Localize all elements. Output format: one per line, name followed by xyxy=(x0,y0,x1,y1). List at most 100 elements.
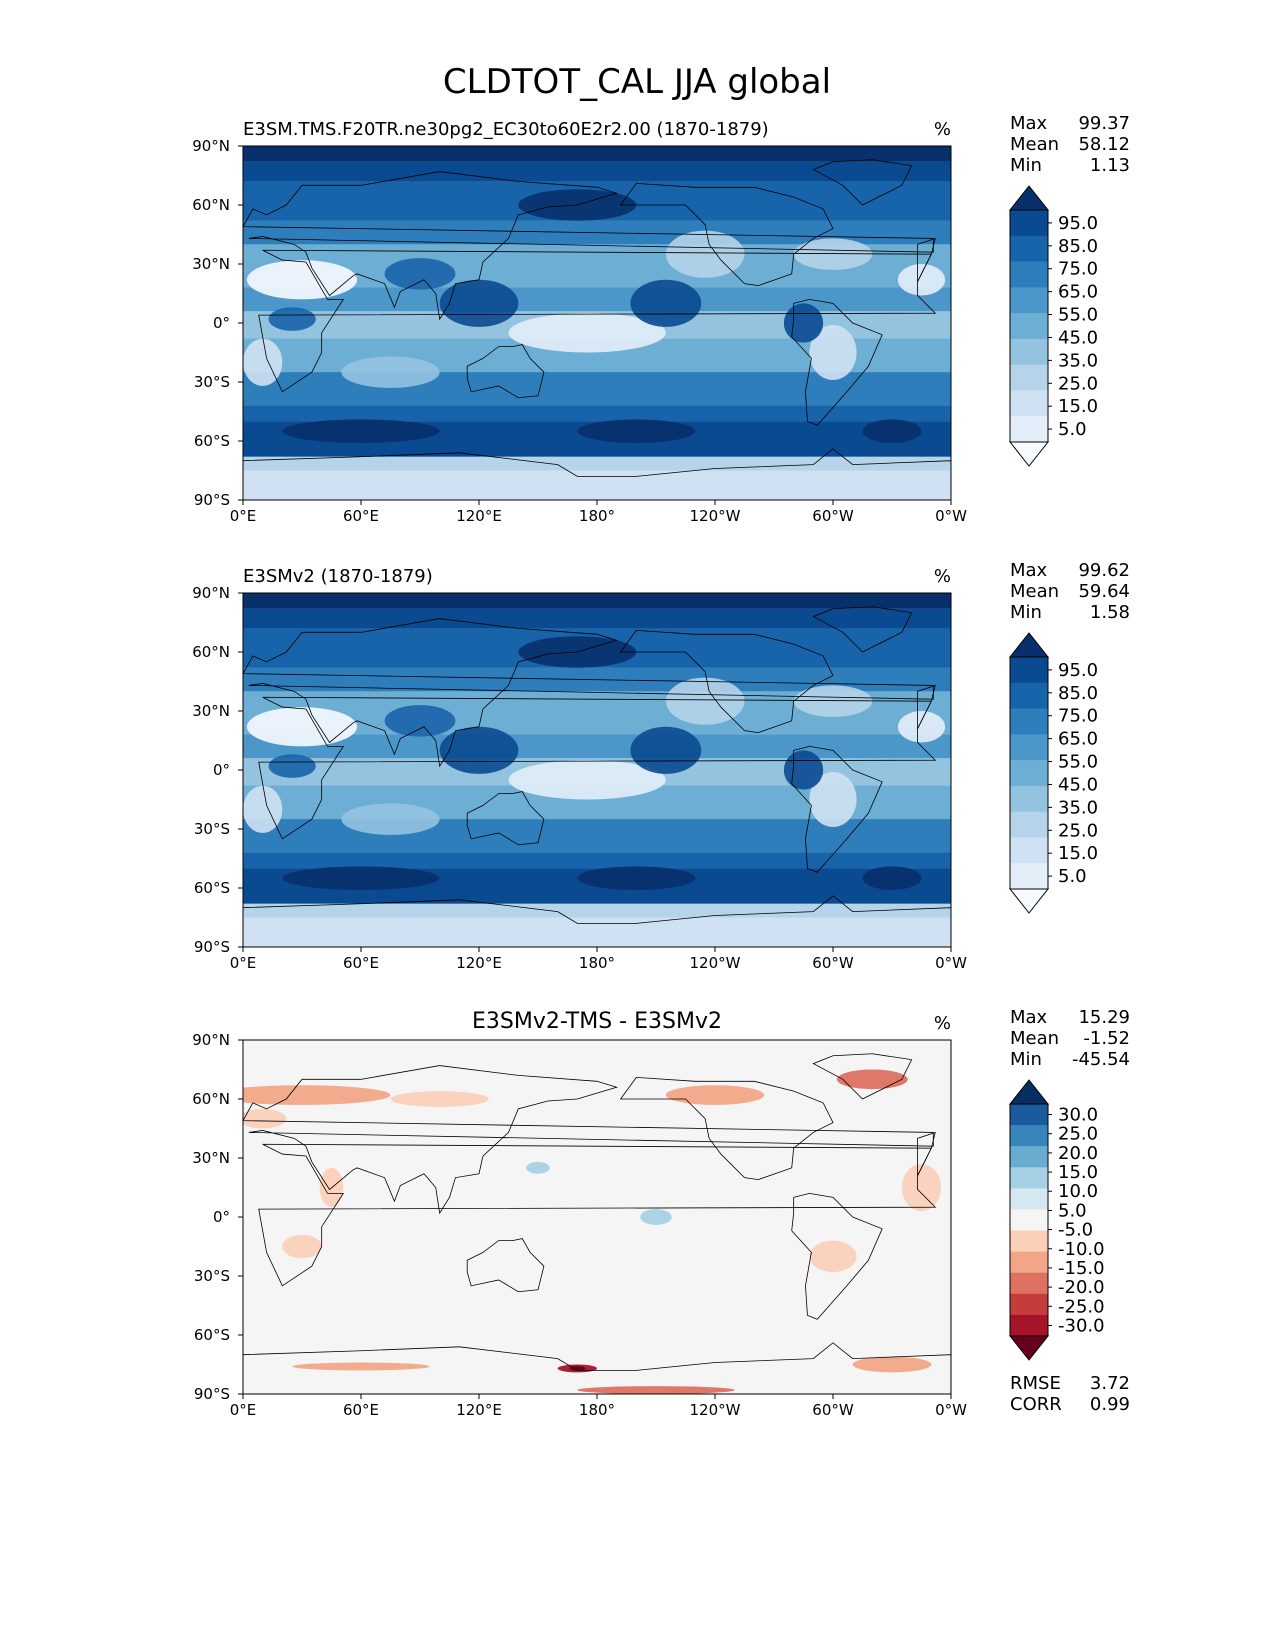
stat-value: -1.52 xyxy=(1083,1028,1130,1049)
colorbar-tick-label: 75.0 xyxy=(1058,259,1098,280)
map-panel-1: 0°E 60°E 120°E 180° 120°W 60°W 0°W 90°N 60°N 30°N… xyxy=(192,113,1130,525)
colorbar-tick-label: 25.0 xyxy=(1058,1124,1098,1145)
x-tick-label: 0°W xyxy=(935,954,967,972)
colorbar: 95.085.075.065.055.045.035.025.015.05.0 xyxy=(1008,632,1098,914)
y-tick-label: 30°S xyxy=(194,1267,230,1285)
stat-label: Max xyxy=(1010,1007,1048,1028)
colorbar-segment xyxy=(1010,1251,1048,1274)
stat-label: Mean xyxy=(1010,581,1059,602)
figure-title: CLDTOT_CAL JJA global xyxy=(443,62,831,102)
y-tick-label: 30°N xyxy=(192,1149,230,1167)
coastline xyxy=(466,791,545,846)
colorbar-tick-label: 5.0 xyxy=(1058,419,1087,440)
colorbar-segment xyxy=(1010,287,1048,314)
units-label: % xyxy=(934,566,951,587)
y-tick-label: 30°N xyxy=(192,702,230,720)
coastline xyxy=(466,1238,545,1293)
coastline xyxy=(812,159,913,206)
colorbar-segment xyxy=(1010,1314,1048,1337)
y-tick-label: 90°S xyxy=(194,938,230,956)
stat-value: 1.13 xyxy=(1090,155,1130,176)
stat-label: Mean xyxy=(1010,134,1059,155)
x-tick-label: 0°E xyxy=(230,954,257,972)
map-field xyxy=(243,1040,951,1394)
colorbar-tick-label: -20.0 xyxy=(1058,1277,1105,1298)
colorbar-tick-label: 65.0 xyxy=(1058,282,1098,303)
coastlines xyxy=(243,159,951,500)
metric-value: 3.72 xyxy=(1090,1373,1130,1394)
colorbar-tick-label: 55.0 xyxy=(1058,752,1098,773)
colorbar-tick-label: 25.0 xyxy=(1058,820,1098,841)
colorbar-tick-label: 15.0 xyxy=(1058,843,1098,864)
panel-title: E3SMv2-TMS - E3SMv2 xyxy=(472,1009,722,1034)
stat-value: 15.29 xyxy=(1078,1007,1130,1028)
colorbar-tick-label: 25.0 xyxy=(1058,373,1098,394)
coastline xyxy=(791,298,883,426)
colorbar-tick-label: 35.0 xyxy=(1058,350,1098,371)
colorbar-segment xyxy=(1010,390,1048,417)
y-tick-label: 0° xyxy=(213,314,230,332)
colorbar-segment xyxy=(1010,682,1048,710)
colorbar-tick-label: 95.0 xyxy=(1058,660,1098,681)
colorbar-segment xyxy=(1010,364,1048,391)
coastline xyxy=(619,1076,834,1181)
coastline xyxy=(812,1053,913,1100)
coastline xyxy=(619,629,834,734)
x-tick-label: 120°E xyxy=(456,507,502,525)
coastline xyxy=(466,344,545,399)
x-tick-label: 0°W xyxy=(935,507,967,525)
y-tick-label: 0° xyxy=(213,1208,230,1226)
stat-value: 59.64 xyxy=(1078,581,1130,602)
y-tick-label: 60°S xyxy=(194,432,230,450)
colorbar-tick-label: -5.0 xyxy=(1058,1220,1093,1241)
colorbar-tick-label: 75.0 xyxy=(1058,706,1098,727)
x-tick-label: 0°E xyxy=(230,507,257,525)
coastlines xyxy=(243,1053,951,1394)
coastline xyxy=(812,606,913,653)
y-tick-label: 60°S xyxy=(194,1326,230,1344)
stat-label: Max xyxy=(1010,113,1048,134)
colorbar-segment xyxy=(1010,1146,1048,1168)
colorbar-segment xyxy=(1010,1125,1048,1147)
colorbar-tick-label: 10.0 xyxy=(1058,1181,1098,1202)
x-tick-label: 60°W xyxy=(812,507,854,525)
colorbar-segment xyxy=(1010,734,1048,761)
colorbar-tick-label: 45.0 xyxy=(1058,774,1098,795)
colorbar-segment xyxy=(1010,210,1048,237)
coastline xyxy=(258,696,937,840)
colorbar-tick-label: 45.0 xyxy=(1058,327,1098,348)
map-field xyxy=(243,146,951,500)
colorbar-tick-label: -25.0 xyxy=(1058,1296,1105,1317)
colorbar-tick-label: 15.0 xyxy=(1058,1162,1098,1183)
colorbar-tick-label: 30.0 xyxy=(1058,1105,1098,1126)
colorbar-tick-label: 85.0 xyxy=(1058,236,1098,257)
y-tick-label: 60°N xyxy=(192,196,230,214)
panel-title: E3SMv2 (1870-1879) xyxy=(243,566,433,587)
x-tick-label: 120°W xyxy=(690,1401,741,1419)
colorbar-segment xyxy=(1010,1293,1048,1316)
colorbar: 30.025.020.015.010.05.0-5.0-10.0-15.0-20… xyxy=(1008,1079,1105,1361)
colorbar-tick-label: 20.0 xyxy=(1058,1143,1098,1164)
colorbar-segment xyxy=(1010,837,1048,864)
units-label: % xyxy=(934,1013,951,1034)
colorbar-segment xyxy=(1010,863,1048,890)
colorbar-segment xyxy=(1010,261,1048,288)
y-tick-label: 90°S xyxy=(194,491,230,509)
coastline xyxy=(258,249,937,393)
coastline xyxy=(243,171,934,321)
stat-value: -45.54 xyxy=(1072,1049,1130,1070)
colorbar-segment xyxy=(1010,760,1048,787)
y-tick-label: 60°S xyxy=(194,879,230,897)
coastline xyxy=(619,182,834,287)
colorbar-segment xyxy=(1010,338,1048,366)
coastline xyxy=(243,895,951,947)
metric-label: RMSE xyxy=(1010,1373,1061,1394)
panels: 0°E 60°E 120°E 180° 120°W 60°W 0°W 90°N 60°N 30°N… xyxy=(192,113,1130,1419)
stat-label: Min xyxy=(1010,1049,1042,1070)
colorbar-segment xyxy=(1010,1272,1048,1295)
y-tick-label: 90°N xyxy=(192,137,230,155)
x-tick-label: 180° xyxy=(579,1401,615,1419)
stat-value: 99.62 xyxy=(1078,560,1130,581)
colorbar-segment xyxy=(1010,657,1048,684)
x-tick-label: 0°E xyxy=(230,1401,257,1419)
